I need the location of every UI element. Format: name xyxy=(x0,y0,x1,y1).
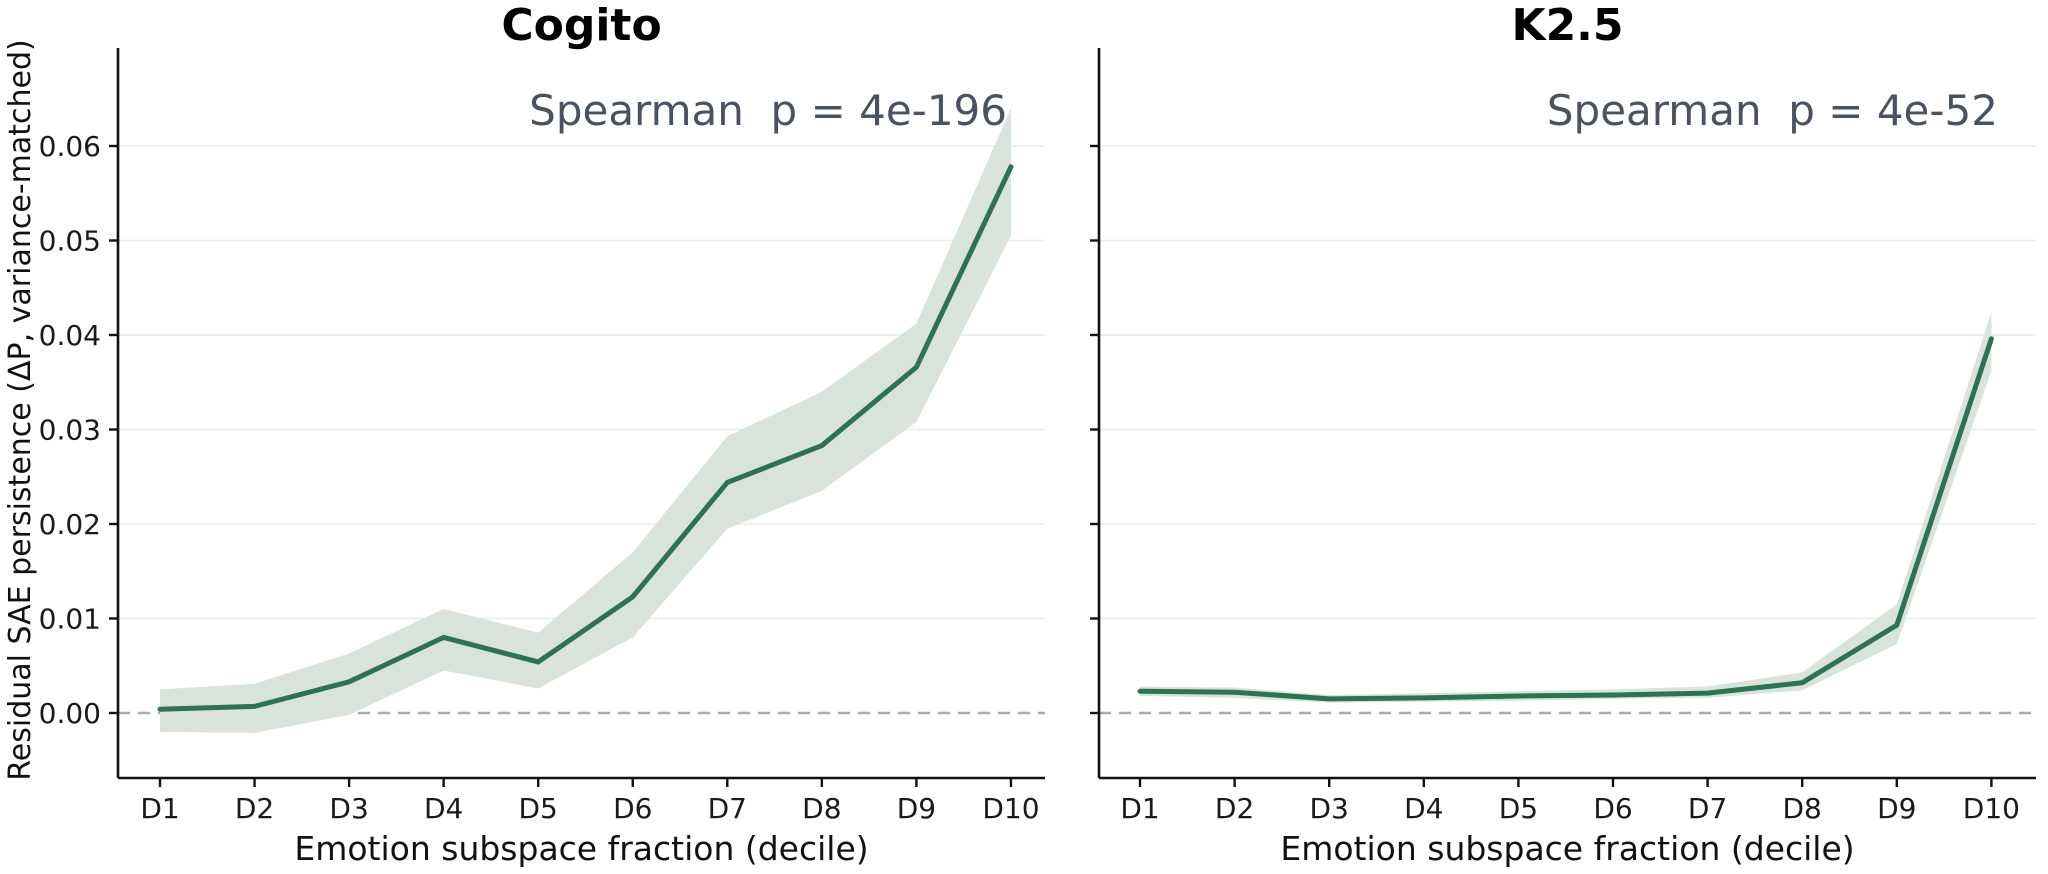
x-tick-label: D6 xyxy=(1593,792,1632,825)
x-tick-label: D7 xyxy=(708,792,747,825)
x-tick-label: D8 xyxy=(1783,792,1822,825)
y-tick-label: 0.04 xyxy=(39,319,101,352)
x-tick-label: D4 xyxy=(424,792,463,825)
mean-line xyxy=(1137,336,1994,702)
x-tick-label: D7 xyxy=(1688,792,1727,825)
x-tick-label: D10 xyxy=(982,792,1039,825)
y-tick-label: 0.02 xyxy=(39,508,101,541)
x-tick-label: D2 xyxy=(1215,792,1254,825)
x-tick-label: D5 xyxy=(519,792,558,825)
y-tick-label: 0.03 xyxy=(39,414,101,447)
panel-k25: D1 D2 D3 D4 D5 D6 D7 D8 D9 D10 xyxy=(1090,48,2036,825)
x-tick-label: D6 xyxy=(613,792,652,825)
spearman-annotation-k25: Spearman p = 4e-52 xyxy=(1547,86,1998,135)
x-tick-label: D3 xyxy=(1310,792,1349,825)
x-tick-label: D4 xyxy=(1404,792,1443,825)
spearman-annotation-cogito: Spearman p = 4e-196 xyxy=(529,86,1007,135)
x-axis-label-cogito: Emotion subspace fraction (decile) xyxy=(294,829,868,868)
x-tick-label: D1 xyxy=(140,792,179,825)
mean-line xyxy=(157,164,1014,712)
panel-title-cogito: Cogito xyxy=(501,0,661,51)
y-tick-label: 0.01 xyxy=(39,603,101,636)
x-tick-label: D2 xyxy=(235,792,274,825)
x-tick-label: D1 xyxy=(1120,792,1159,825)
y-axis-label: Residual SAE persistence (ΔP, variance-m… xyxy=(3,39,38,780)
x-tick-label: D8 xyxy=(802,792,841,825)
x-axis-label-k25: Emotion subspace fraction (decile) xyxy=(1280,829,1854,868)
x-tick-label: D5 xyxy=(1499,792,1538,825)
x-tick-label: D9 xyxy=(897,792,936,825)
y-tick-label: 0.00 xyxy=(39,697,101,730)
y-tick-label: 0.05 xyxy=(39,225,101,258)
x-tick-label: D9 xyxy=(1877,792,1916,825)
confidence-band xyxy=(160,108,1011,733)
y-tick-label: 0.06 xyxy=(39,130,101,163)
panel-title-k25: K2.5 xyxy=(1511,0,1623,51)
x-tick-label: D3 xyxy=(329,792,368,825)
x-tick-label: D10 xyxy=(1963,792,2020,825)
panel-cogito: 0.00 0.01 0.02 0.03 0.04 0.05 0.06 D1 D2 D3 D4 D5 D6… xyxy=(39,48,1045,825)
